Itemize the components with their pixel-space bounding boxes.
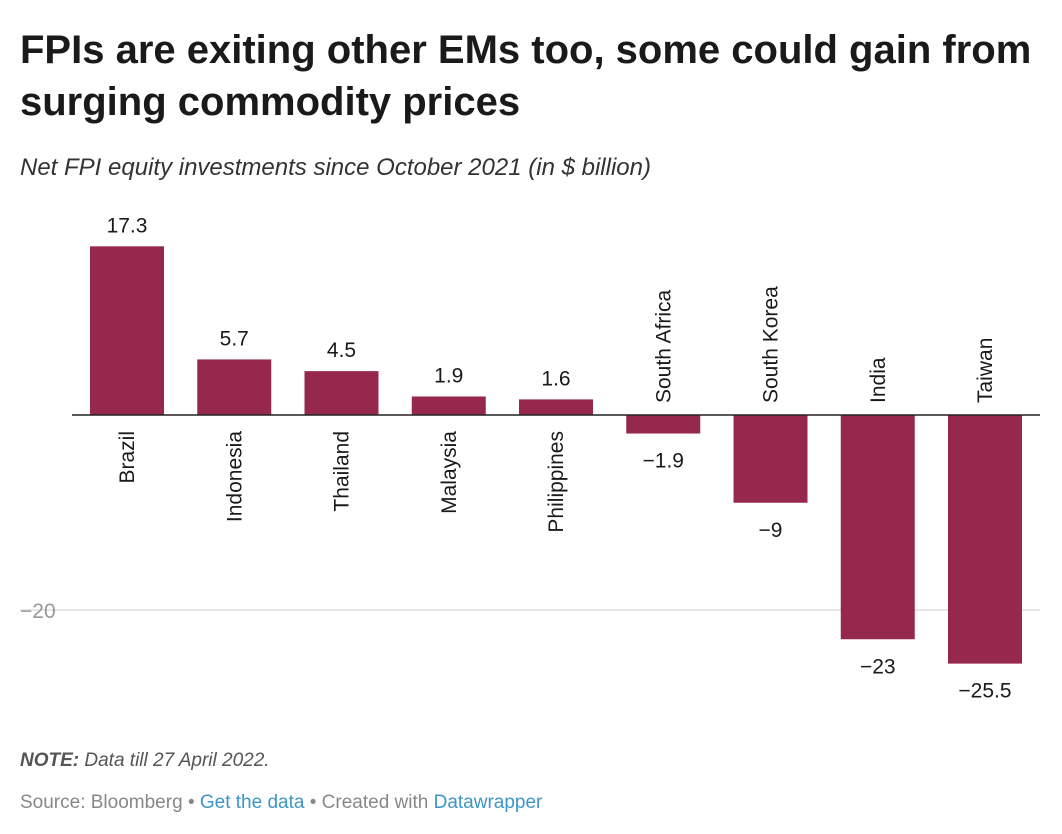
bar-chart: −20 17.3 Brazil 5.7 Indonesia 4.5 Thailand 1.9 M…	[20, 214, 1040, 703]
value-label: −23	[860, 655, 896, 678]
value-label: 4.5	[327, 339, 356, 362]
datawrapper-link[interactable]: Datawrapper	[433, 792, 543, 813]
value-label: 1.6	[541, 367, 570, 390]
bar	[733, 415, 808, 503]
bar	[840, 415, 915, 640]
bar	[948, 415, 1022, 664]
value-label: −9	[759, 519, 783, 542]
chart-title: FPIs are exiting other EMs too, some cou…	[20, 28, 1032, 124]
separator: •	[187, 792, 195, 813]
category-label: Brazil	[116, 431, 139, 484]
note: NOTE: Data till 27 April 2022.	[20, 750, 270, 772]
category-label: Taiwan	[974, 338, 997, 403]
bar	[519, 399, 593, 415]
category-label: Philippines	[545, 431, 568, 533]
source-line: Source: Bloomberg • Get the data • Creat…	[20, 792, 542, 814]
category-label: Indonesia	[223, 431, 246, 522]
y-tick-label: −20	[20, 600, 56, 623]
value-label: −25.5	[958, 680, 1011, 703]
source-text: Source: Bloomberg	[20, 792, 183, 813]
note-label: NOTE:	[20, 750, 80, 771]
category-label: South Africa	[652, 289, 675, 403]
value-label: 1.9	[434, 364, 463, 387]
note-text: Data till 27 April 2022.	[84, 750, 270, 771]
created-with-text: • Created with	[309, 792, 429, 813]
bar	[626, 415, 701, 434]
value-label: 17.3	[107, 214, 148, 237]
bar	[90, 246, 164, 415]
get-the-data-link[interactable]: Get the data	[199, 792, 305, 813]
chart-subtitle: Net FPI equity investments since October…	[20, 154, 651, 181]
bar	[411, 396, 486, 415]
value-label: −1.9	[643, 450, 684, 473]
category-label: Thailand	[331, 431, 354, 512]
category-label: South Korea	[760, 286, 783, 403]
value-label: 5.7	[220, 327, 249, 350]
category-label: Malaysia	[438, 431, 461, 514]
bar	[304, 371, 379, 415]
category-label: India	[867, 357, 890, 403]
bar	[197, 359, 272, 415]
